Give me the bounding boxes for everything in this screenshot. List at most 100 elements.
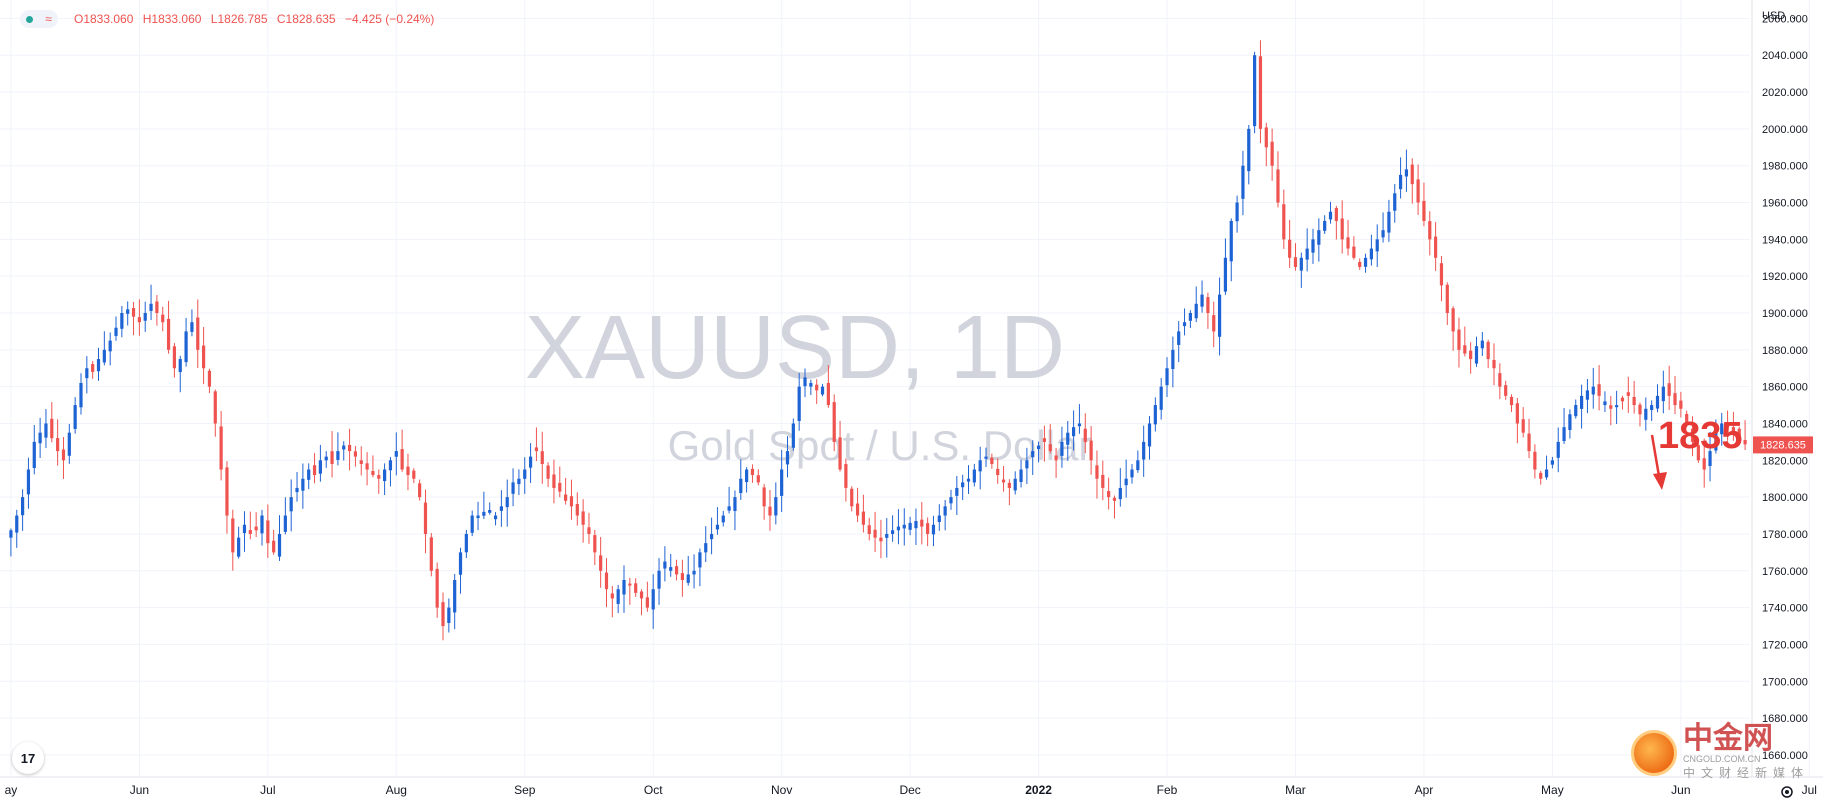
candle [1282, 189, 1286, 249]
candle [277, 515, 282, 561]
candle [1527, 418, 1531, 459]
candle [1101, 460, 1105, 501]
candle [178, 355, 182, 393]
candle [715, 507, 720, 535]
candle [1130, 464, 1134, 484]
candle [1533, 444, 1537, 479]
price-tick-label: 1660.000 [1762, 750, 1808, 762]
candle [1632, 380, 1636, 414]
candle [499, 490, 503, 527]
candle [1363, 253, 1368, 273]
candle [920, 502, 924, 545]
cngold-subtitle: 中文财经新媒体 [1682, 766, 1809, 780]
candle [1685, 410, 1689, 428]
candle [330, 431, 334, 478]
candle [1387, 199, 1391, 242]
candle [774, 482, 778, 525]
ohlc-low: L1826.785 [210, 12, 268, 26]
price-tick-label: 1920.000 [1762, 271, 1808, 283]
candle [1626, 376, 1630, 414]
candle [423, 489, 428, 554]
candle [709, 517, 714, 555]
last-price-label: 1828.635 [1760, 439, 1806, 451]
time-tick-label: Dec [899, 783, 920, 797]
series-visibility-toggle[interactable]: ≈ [20, 10, 58, 28]
cngold-name: 中金网 [1682, 722, 1773, 755]
candle [704, 526, 708, 563]
time-tick-label: Jun [130, 783, 149, 797]
candle [73, 397, 77, 434]
candle [1603, 391, 1607, 412]
candle [1223, 238, 1228, 295]
candle [1019, 459, 1023, 488]
time-tick-label: 2022 [1025, 783, 1052, 797]
candle [1340, 200, 1344, 254]
candle [1737, 426, 1741, 445]
candle [733, 490, 737, 531]
candle [1515, 397, 1519, 444]
candle [283, 497, 287, 535]
candle [201, 327, 206, 385]
chevron-down-icon[interactable]: ⌄ [1790, 11, 1798, 21]
candle [855, 487, 860, 522]
candle [61, 437, 66, 479]
candle [634, 578, 638, 597]
candles [9, 40, 1747, 641]
candle [1667, 365, 1671, 411]
candle [955, 475, 959, 515]
candle [126, 301, 130, 326]
candle [1118, 468, 1122, 507]
candle [207, 368, 212, 394]
candle [1690, 416, 1695, 457]
candle [1556, 427, 1560, 473]
candle [1066, 421, 1070, 461]
candle [996, 458, 1000, 484]
candle [873, 511, 877, 552]
candle [254, 512, 258, 538]
candle [1305, 228, 1309, 272]
tradingview-logo[interactable]: 17 [12, 742, 44, 774]
time-axis[interactable]: ay Jun Jul Aug Sep Oct Nov Dec 2022 Feb Mar Apr May J… [5, 783, 1817, 797]
candle [628, 577, 632, 605]
candle [651, 574, 655, 629]
price-tick-label: 2020.000 [1762, 87, 1808, 99]
candle [137, 299, 141, 336]
candle [1539, 470, 1543, 485]
candle [1708, 431, 1712, 482]
candle [599, 536, 603, 588]
price-axis[interactable]: 1660.000 1680.000 1700.000 1720.000 1740.000… [1762, 13, 1808, 761]
candle [1521, 407, 1525, 438]
candle [914, 508, 918, 545]
candle [1574, 399, 1578, 419]
candle [50, 402, 54, 443]
candle [1159, 378, 1163, 420]
candle [1422, 182, 1426, 227]
candle [301, 463, 305, 509]
candle [26, 457, 31, 509]
candle [838, 420, 842, 472]
candle [260, 509, 264, 546]
time-tick-label: Mar [1285, 783, 1306, 797]
candle [1235, 195, 1239, 233]
candle [727, 486, 731, 514]
candle [131, 301, 136, 336]
candle [458, 547, 463, 594]
candle [102, 331, 106, 366]
candle [1171, 336, 1175, 388]
candle [1504, 380, 1508, 400]
time-tick-label: Nov [771, 783, 792, 797]
candle [639, 589, 644, 616]
currency-label[interactable]: USD [1762, 10, 1785, 22]
time-tick-label: Sep [514, 783, 536, 797]
candle [1071, 410, 1076, 451]
candle [785, 436, 790, 478]
candle [1311, 228, 1315, 264]
candle [184, 317, 188, 367]
candle [96, 347, 101, 381]
settings-icon[interactable] [1781, 786, 1793, 798]
candle [616, 584, 620, 614]
candle [674, 559, 679, 581]
candle [85, 356, 89, 394]
